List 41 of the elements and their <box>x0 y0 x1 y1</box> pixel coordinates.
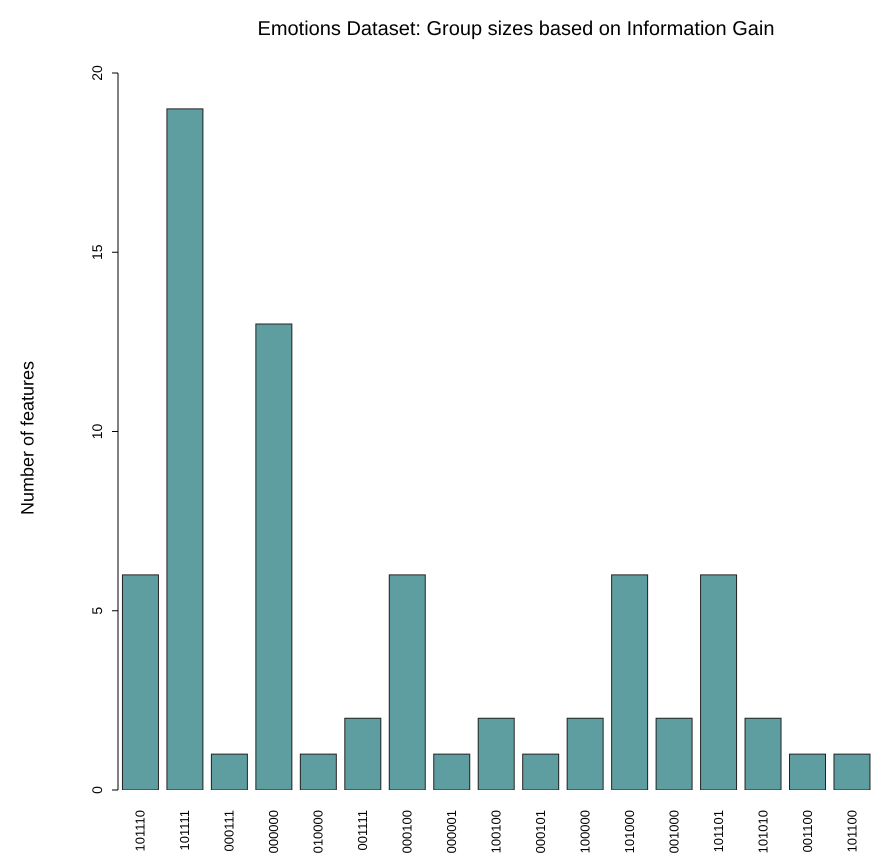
x-tick-label: 101010 <box>755 810 770 854</box>
bar <box>433 754 470 790</box>
x-tick-label: 101111 <box>177 810 192 850</box>
y-axis-title: Number of features <box>18 360 38 516</box>
x-tick-label: 101000 <box>622 810 637 854</box>
y-tick-label: 15 <box>89 244 105 260</box>
bar <box>744 718 782 790</box>
y-tick-label: 0 <box>89 786 105 794</box>
bar <box>611 574 648 790</box>
bar <box>344 718 382 790</box>
x-tick-label: 101100 <box>844 810 860 852</box>
bar <box>522 754 560 790</box>
x-tick-label: 000101 <box>532 810 548 854</box>
x-tick-label: 010000 <box>310 810 326 854</box>
bar <box>210 754 248 790</box>
y-tick-label: 10 <box>89 424 105 440</box>
bar <box>833 754 870 790</box>
x-tick-label: 001100 <box>800 810 815 852</box>
bar <box>166 108 204 790</box>
bar <box>478 718 515 790</box>
x-tick-label: 100000 <box>577 810 592 854</box>
x-tick-label: 000111 <box>222 810 237 852</box>
x-tick-label: 100100 <box>488 810 504 854</box>
x-tick-label: 000001 <box>444 810 460 854</box>
x-tick-label: 000100 <box>400 810 415 854</box>
x-tick-label: 000000 <box>266 810 282 854</box>
x-tick-label: 001111 <box>355 810 370 850</box>
bar <box>700 574 738 790</box>
x-tick-label: 101101 <box>710 810 726 852</box>
y-tick-label: 5 <box>89 606 105 615</box>
chart-title: Emotions Dataset: Group sizes based on Information Gain <box>256 18 776 41</box>
bar <box>122 574 159 790</box>
bar <box>388 574 426 790</box>
bar <box>300 754 337 790</box>
x-tick-label: 001000 <box>666 810 682 854</box>
bar <box>789 754 826 790</box>
x-tick-label: 101110 <box>132 810 148 852</box>
bar <box>656 718 693 790</box>
bar <box>566 718 604 790</box>
y-tick-label: 20 <box>89 65 105 81</box>
bar <box>255 323 292 790</box>
